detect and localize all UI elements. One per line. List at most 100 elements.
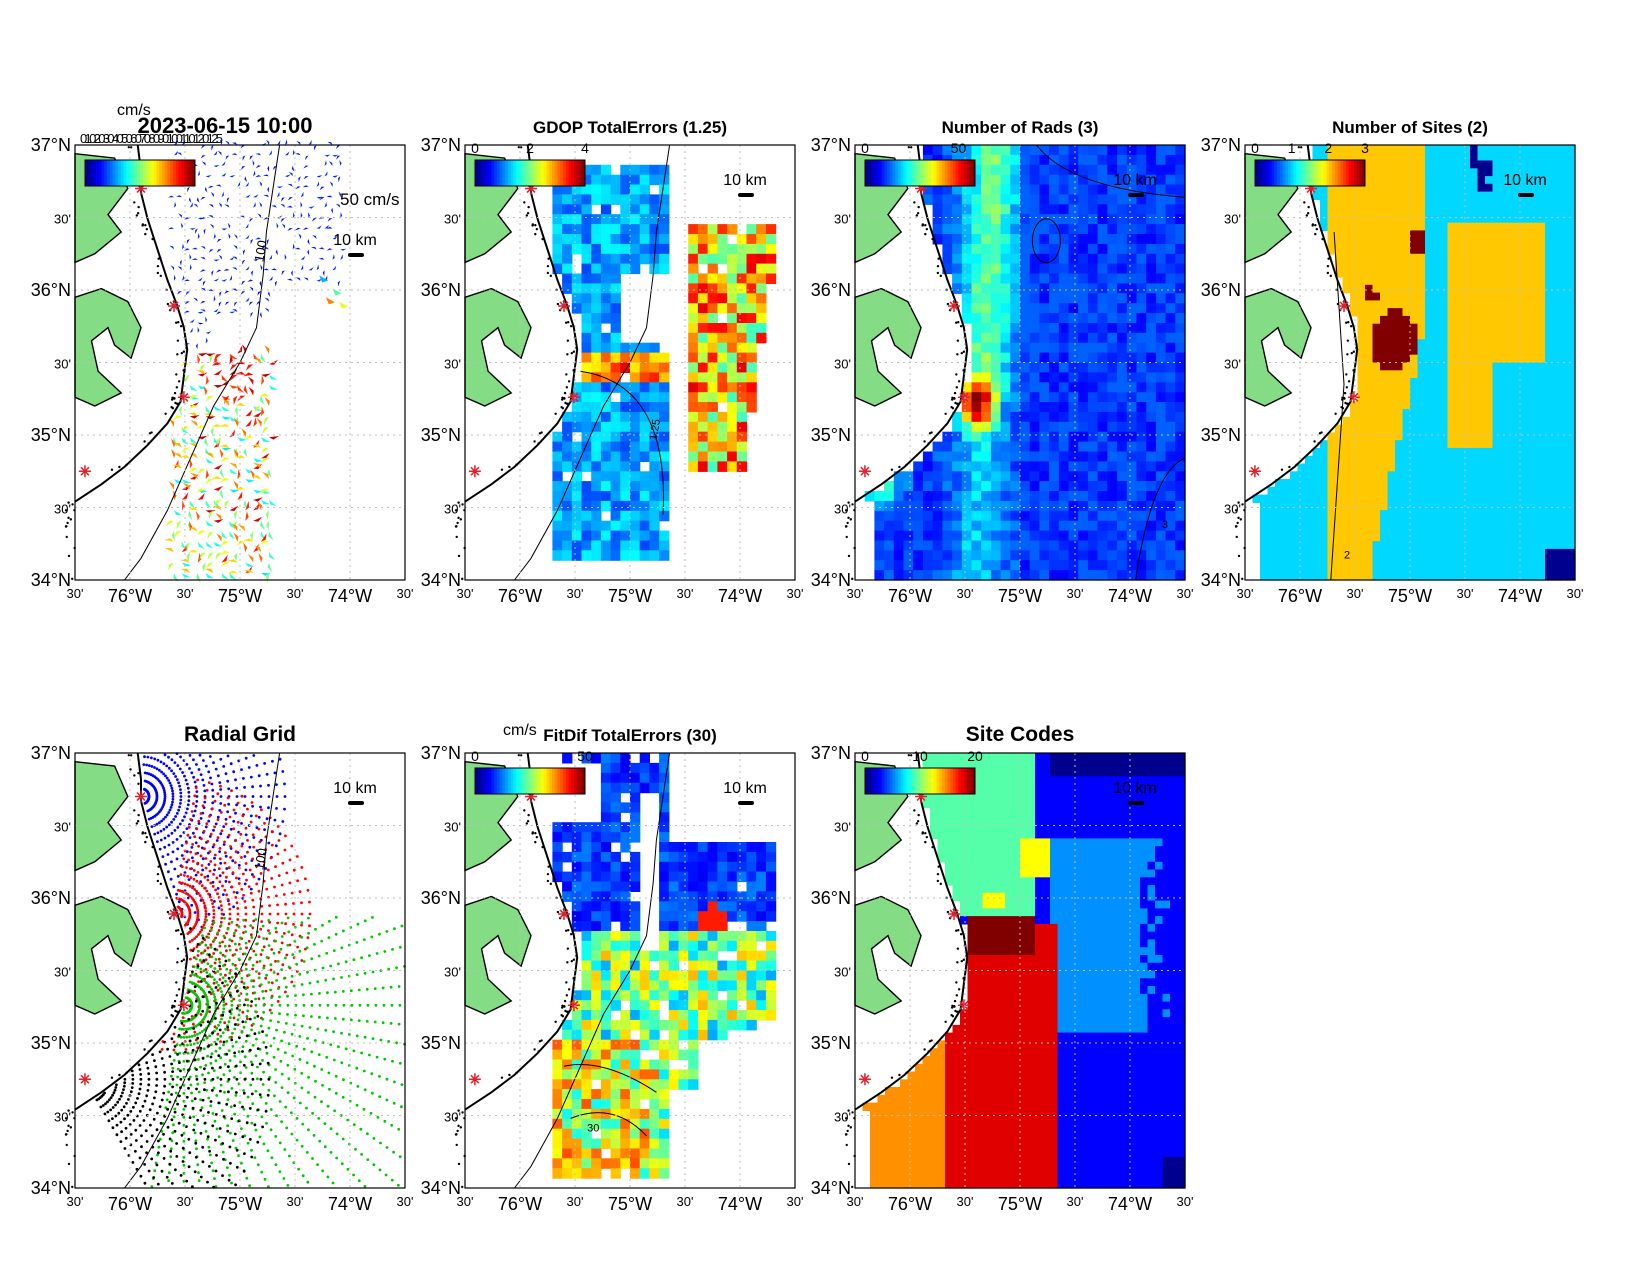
field-cell [659,392,669,403]
field-cell [737,283,747,294]
field-cell [562,511,572,522]
field-cell [1388,495,1396,503]
field-cell [991,560,1001,571]
field-cell [1328,215,1336,223]
field-cell [1298,464,1306,472]
field-cell [1500,269,1508,277]
current-vector-icon [220,444,230,447]
field-cell [1403,502,1411,510]
field-cell [1098,432,1108,443]
field-cell [572,244,582,255]
field-cell [1380,199,1388,207]
field-cell [1117,293,1127,304]
field-cell [1328,502,1336,510]
field-cell [1117,432,1127,443]
field-cell [874,531,884,542]
field-cell [1343,285,1351,293]
field-cell [1470,223,1478,231]
field-cell [1373,378,1381,386]
field-cell [1365,168,1373,176]
field-cell [1418,378,1426,386]
field-cell [1088,145,1098,156]
current-vector-icon [268,291,270,297]
current-vector-icon [292,166,295,172]
field-cell [1515,401,1523,409]
field-cell [1328,533,1336,541]
coast-speck [1352,369,1354,371]
field-cell [552,481,562,492]
field-cell [923,570,933,581]
field-cell [1478,370,1486,378]
field-cell [708,254,718,264]
field-cell [1568,502,1576,510]
field-cell [1448,230,1456,238]
field-cell [1298,487,1306,495]
field-cell [582,303,592,314]
field-cell [1463,378,1471,386]
current-vector-icon [245,479,255,482]
field-cell [1117,461,1127,472]
field-cell [1088,372,1098,383]
field-cell [874,511,884,522]
field-cell [1515,277,1523,285]
field-cell [1538,246,1546,254]
field-cell [1365,565,1373,573]
field-cell [1403,153,1411,161]
field-cell [1440,145,1448,153]
field-cell [1433,176,1441,184]
field-cell [1298,471,1306,479]
colorbar-tick-label: 4 [581,140,589,156]
field-cell [1320,192,1328,200]
field-cell [1127,402,1137,413]
field-cell [1137,264,1147,275]
field-cell [1320,448,1328,456]
field-cell [981,293,991,304]
current-vector-icon [250,155,254,160]
field-cell [1560,370,1568,378]
field-cell [942,491,952,502]
field-cell [1478,363,1486,371]
field-cell [1320,464,1328,472]
field-cell [1440,339,1448,347]
field-cell [1365,409,1373,417]
field-cell [1560,254,1568,262]
field-cell [991,194,1001,205]
field-cell [1001,254,1011,264]
current-vector-icon [196,343,198,349]
field-cell [1538,347,1546,355]
field-cell [1538,355,1546,363]
field-cell [1515,300,1523,308]
field-cell [1493,207,1501,215]
field-cell [747,333,757,344]
field-cell [1010,501,1020,512]
field-cell [1433,464,1441,472]
field-cell [1530,277,1538,285]
field-cell [1425,526,1433,534]
field-cell [1010,244,1020,255]
field-cell [1545,238,1553,246]
field-cell [1523,518,1531,526]
field-cell [1350,565,1358,573]
field-cell [1127,491,1137,502]
field-cell [1380,510,1388,518]
current-vector-icon [277,186,283,188]
field-cell [1403,254,1411,262]
field-cell [1568,254,1576,262]
field-cell [1078,303,1088,314]
field-cell [1166,185,1176,196]
field-cell [1403,394,1411,402]
current-vector-icon [234,234,238,239]
field-cell [1440,331,1448,339]
field-cell [1500,409,1508,417]
field-cell [659,402,669,413]
current-vector-icon [204,437,208,447]
field-cell [1107,550,1117,561]
field-cell [1568,464,1576,472]
current-vector-icon [182,275,184,281]
field-cell [1373,557,1381,565]
current-vector-icon [288,197,293,200]
coast-speck [160,275,162,277]
field-cell [1418,207,1426,215]
field-cell [1455,262,1463,270]
field-cell [1107,442,1117,453]
